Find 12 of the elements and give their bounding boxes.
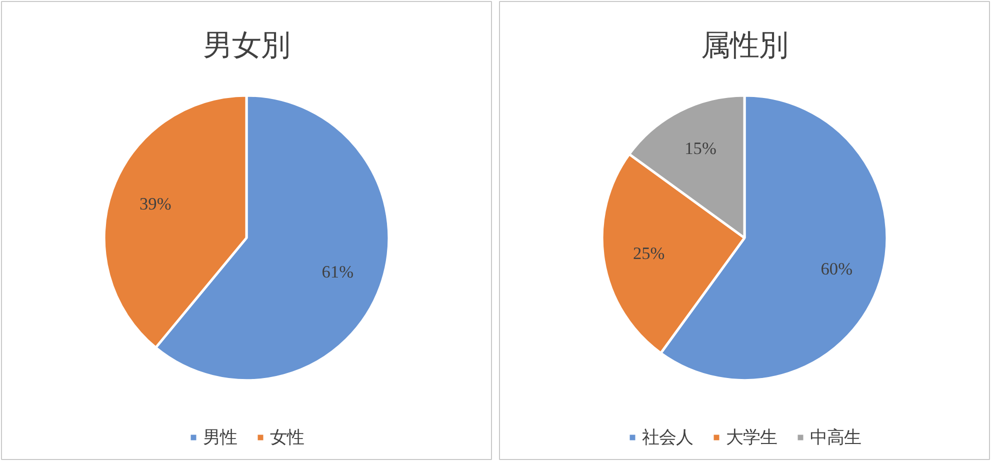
data-label: 25% bbox=[632, 244, 665, 264]
data-label: 39% bbox=[139, 194, 172, 214]
legend-label: 女性 bbox=[270, 426, 304, 449]
legend-label: 社会人 bbox=[642, 426, 693, 449]
legend-label: 大学生 bbox=[726, 426, 777, 449]
chart-title: 男女別 bbox=[203, 30, 290, 62]
legend-label: 中高生 bbox=[810, 426, 861, 449]
legend-label: 男性 bbox=[203, 426, 237, 449]
data-label: 61% bbox=[322, 262, 354, 282]
data-label: 15% bbox=[684, 138, 716, 158]
data-label: 60% bbox=[820, 259, 853, 278]
chart-title: 属性別 bbox=[701, 30, 788, 62]
